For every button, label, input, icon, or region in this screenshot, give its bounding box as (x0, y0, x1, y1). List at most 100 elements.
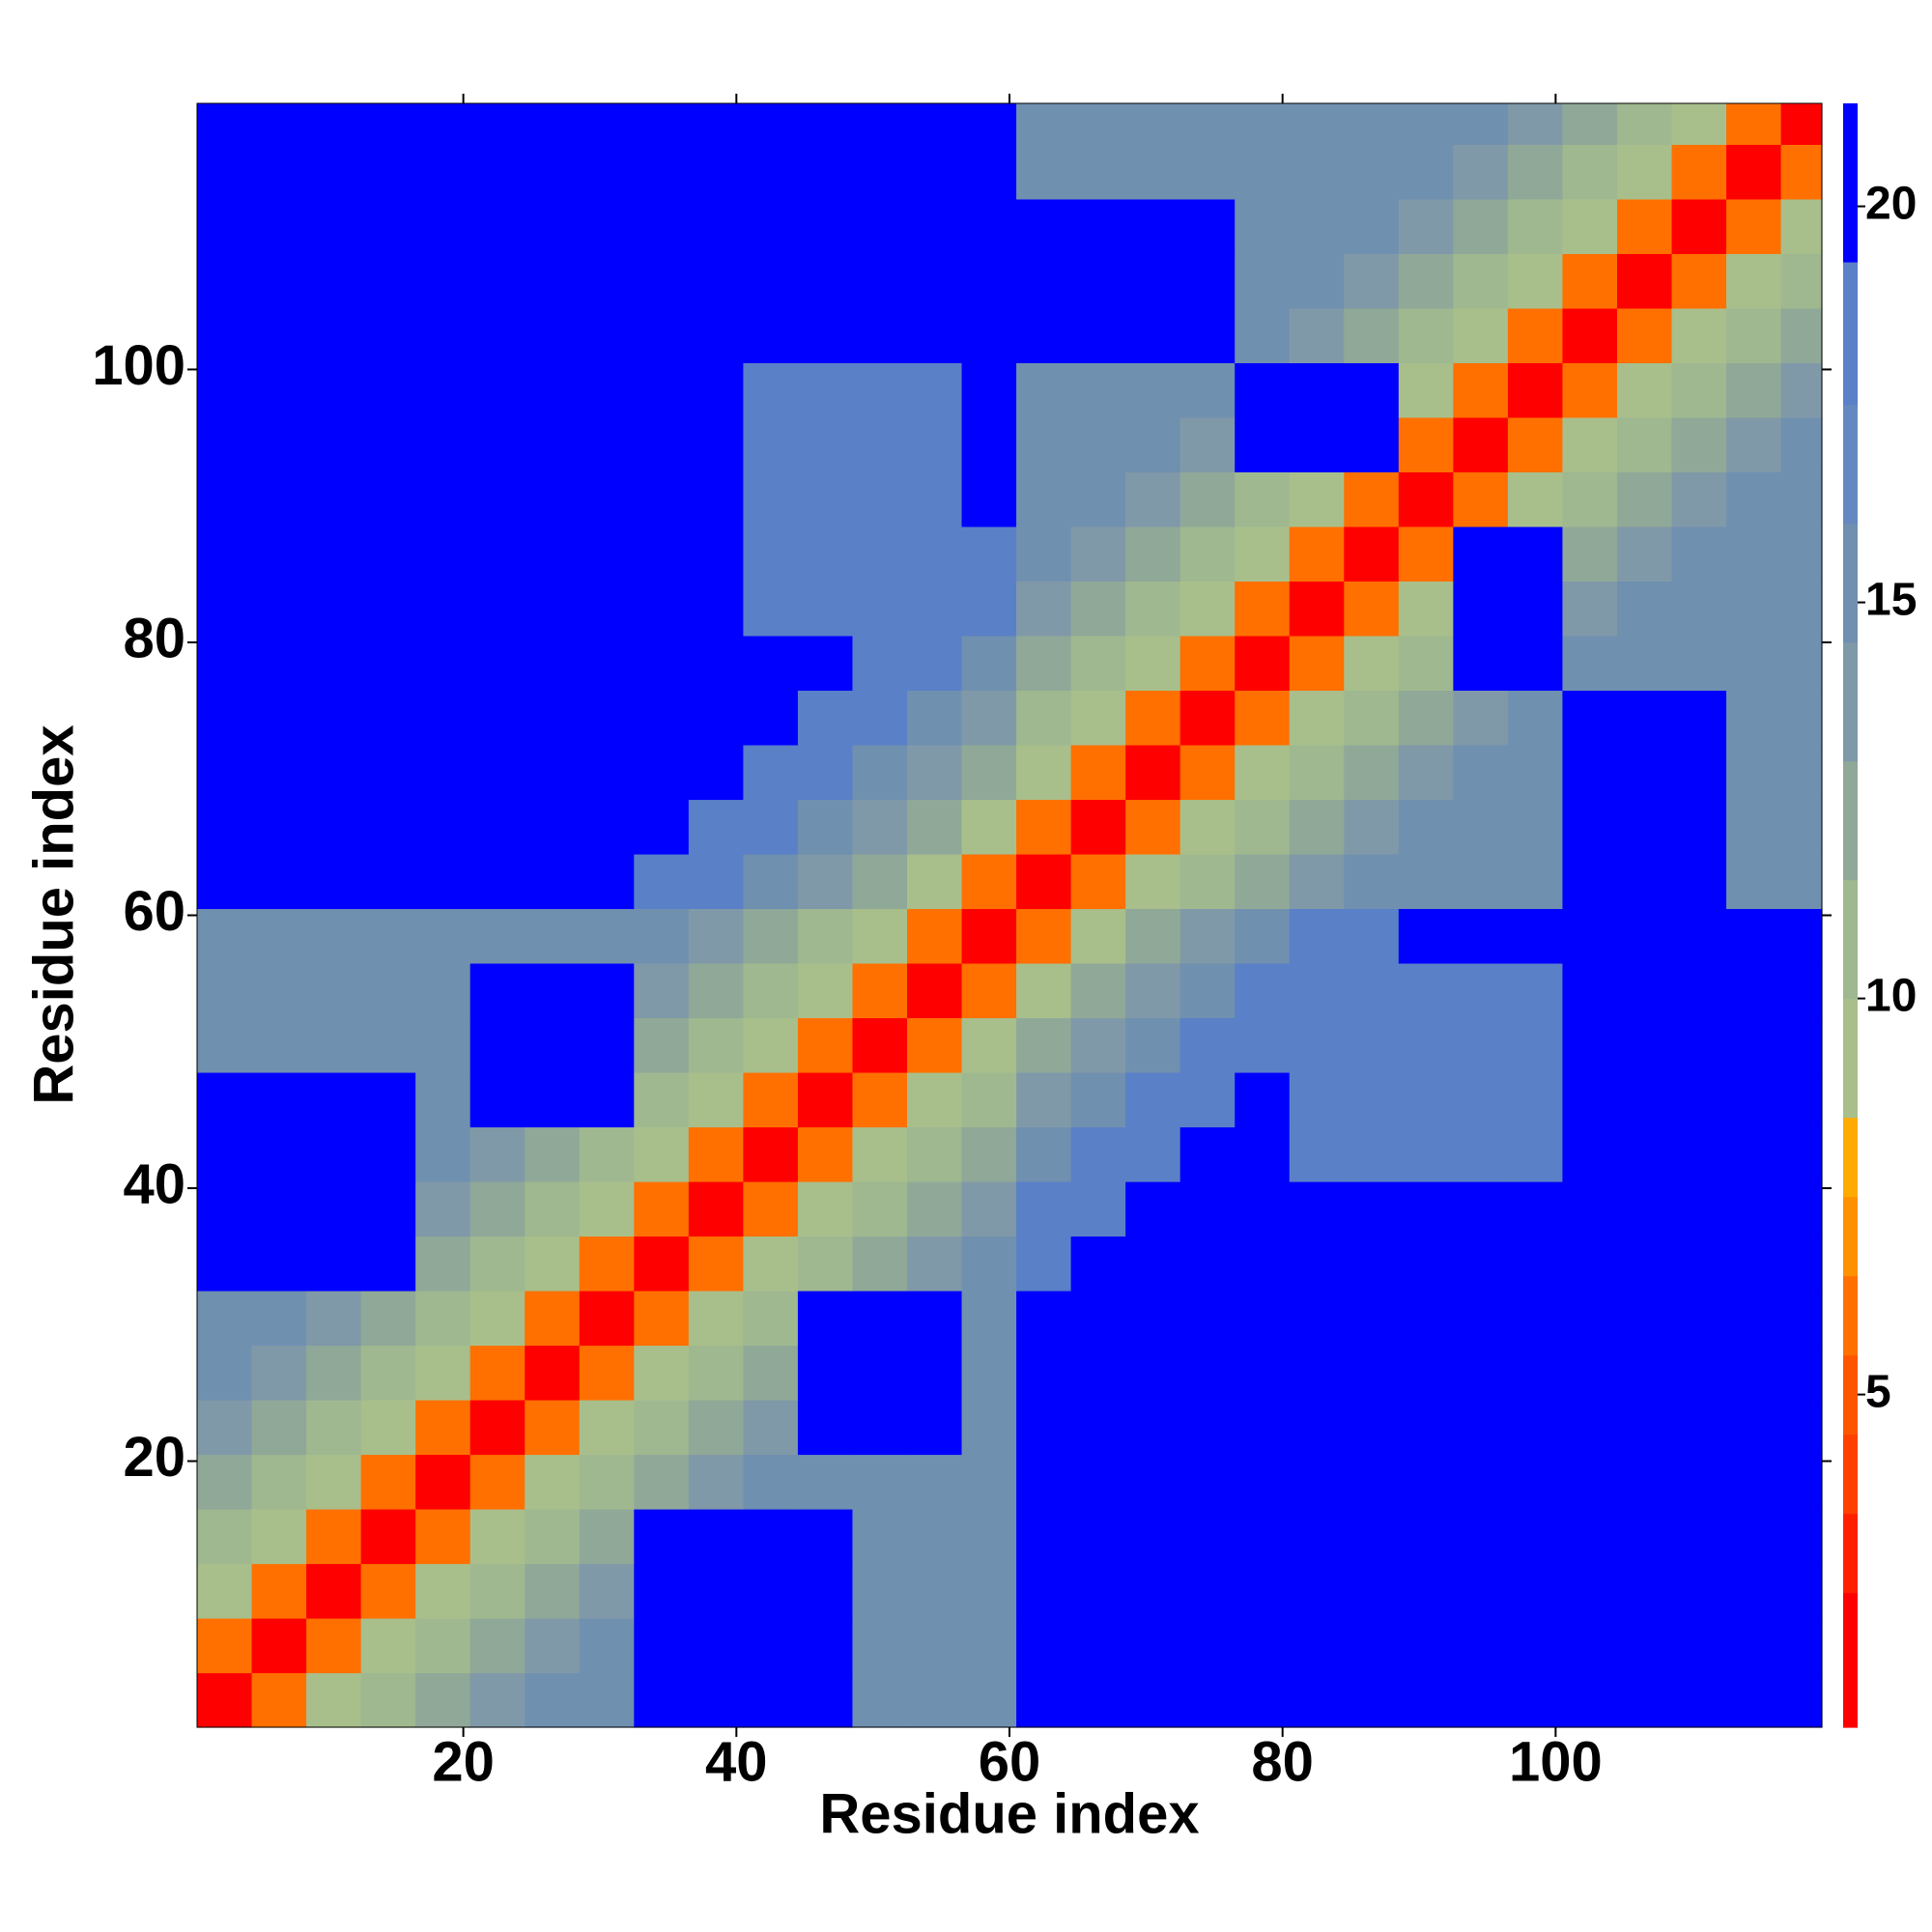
heatmap-cell (525, 690, 581, 746)
heatmap-cell (1616, 962, 1673, 1019)
heatmap-cell (469, 1345, 526, 1401)
heatmap-cell (1016, 1508, 1072, 1565)
heatmap-cell (1289, 471, 1345, 527)
heatmap-cell (1453, 471, 1509, 527)
heatmap-cell (1616, 471, 1673, 527)
colorbar-segment (1843, 760, 1858, 881)
heatmap-cell (1344, 1071, 1400, 1128)
heatmap-cell (1671, 1180, 1727, 1237)
heatmap-cell (1016, 581, 1072, 637)
heatmap-cell (1016, 416, 1072, 473)
heatmap-cell (797, 144, 854, 200)
heatmap-cell (1344, 1672, 1400, 1728)
heatmap-cell (688, 1399, 744, 1456)
heatmap-cell (797, 103, 854, 145)
heatmap-cell (634, 908, 690, 964)
heatmap-cell (1671, 471, 1727, 527)
heatmap-cell (469, 1071, 526, 1128)
heatmap-cell (306, 471, 362, 527)
heatmap-cell (1179, 1399, 1236, 1456)
heatmap-cell (634, 1563, 690, 1619)
heatmap-cell (579, 1290, 635, 1347)
heatmap-cell (525, 581, 581, 637)
heatmap-cell (415, 1508, 471, 1565)
heatmap-cell (797, 471, 854, 527)
heatmap-cell (1507, 471, 1564, 527)
heatmap-cell (1289, 144, 1345, 200)
heatmap-cell (1453, 1071, 1509, 1128)
heatmap-cell (1671, 853, 1727, 910)
heatmap-cell (1726, 471, 1782, 527)
heatmap-cell (1125, 799, 1181, 855)
heatmap-cell (1235, 908, 1291, 964)
heatmap-cell (525, 1017, 581, 1073)
heatmap-cell (251, 744, 307, 801)
heatmap-cell (251, 144, 307, 200)
heatmap-cell (1125, 1017, 1181, 1073)
heatmap-cell (797, 908, 854, 964)
heatmap-cell (1398, 581, 1454, 637)
heatmap-cell (1453, 253, 1509, 309)
heatmap-cell (1507, 144, 1564, 200)
heatmap-cell (469, 416, 526, 473)
heatmap-cell (1507, 908, 1564, 964)
heatmap-cell (525, 1672, 581, 1728)
colorbar-segment (1843, 404, 1858, 525)
heatmap-cell (1125, 307, 1181, 363)
heatmap-cell (1507, 1126, 1564, 1182)
heatmap-cell (1671, 1345, 1727, 1401)
heatmap-cell (634, 853, 690, 910)
heatmap-cell (360, 1454, 416, 1510)
heatmap-cell (797, 1236, 854, 1292)
heatmap-cell (1562, 853, 1618, 910)
y-tick-label: 60 (123, 880, 185, 943)
heatmap-cell (306, 198, 362, 254)
y-tick-label: 40 (123, 1152, 185, 1215)
heatmap-cell (579, 1617, 635, 1674)
heatmap-cell (1453, 635, 1509, 692)
heatmap-cell (961, 1290, 1017, 1347)
heatmap-cell (961, 198, 1017, 254)
heatmap-cell (1070, 962, 1126, 1019)
heatmap-cell (1726, 416, 1782, 473)
heatmap-cell (1016, 1563, 1072, 1619)
heatmap-cell (579, 962, 635, 1019)
heatmap-cell (743, 471, 799, 527)
heatmap-cell (1235, 526, 1291, 582)
heatmap-cell (634, 416, 690, 473)
heatmap-cell (1179, 253, 1236, 309)
heatmap-cell (1016, 471, 1072, 527)
heatmap-cell (1616, 1290, 1673, 1347)
heatmap-cell (1016, 853, 1072, 910)
heatmap-cell (1179, 1345, 1236, 1401)
heatmap-cell (360, 690, 416, 746)
heatmap-cell (197, 1180, 253, 1237)
colorbar-segment (1843, 1275, 1858, 1356)
heatmap-cell (197, 526, 253, 582)
heatmap-cell (1179, 853, 1236, 910)
heatmap-cell (743, 581, 799, 637)
heatmap-cell (1344, 1563, 1400, 1619)
heatmap-cell (961, 581, 1017, 637)
heatmap-cell (579, 744, 635, 801)
heatmap-cell (1507, 799, 1564, 855)
heatmap-cell (688, 144, 744, 200)
heatmap-cell (1671, 799, 1727, 855)
heatmap-cell (1070, 1290, 1126, 1347)
heatmap-cell (1344, 908, 1400, 964)
heatmap-cell (1562, 1345, 1618, 1401)
heatmap-cell (1070, 581, 1126, 637)
heatmap-cell (634, 744, 690, 801)
heatmap-cell (197, 581, 253, 637)
heatmap-cell (525, 103, 581, 145)
heatmap-cell (197, 1399, 253, 1456)
heatmap-cell (306, 526, 362, 582)
heatmap-cell (1398, 1126, 1454, 1182)
heatmap-cell (469, 144, 526, 200)
heatmap-cell (1616, 1508, 1673, 1565)
heatmap-cell (1398, 307, 1454, 363)
heatmap-cell (688, 198, 744, 254)
heatmap-cell (1671, 1017, 1727, 1073)
heatmap-cell (469, 307, 526, 363)
heatmap-cell (1616, 526, 1673, 582)
